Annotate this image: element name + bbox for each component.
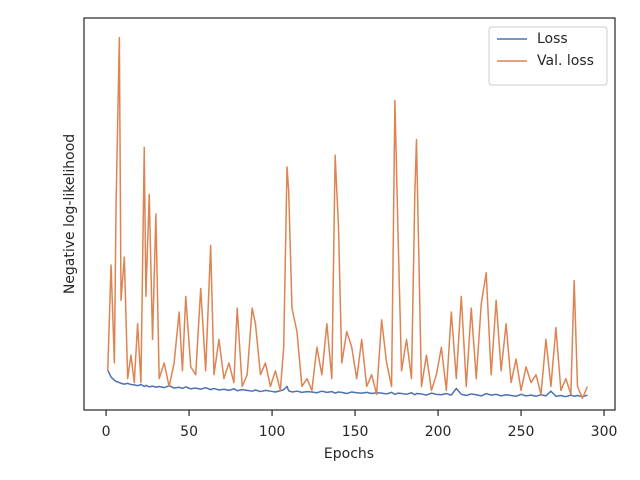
y-axis-label: Negative log-likelihood [62, 134, 78, 294]
x-tick-label: 0 [102, 424, 111, 440]
x-tick-label: 50 [180, 424, 198, 440]
x-tick-label: 150 [342, 424, 369, 440]
plot-frame [83, 17, 616, 411]
x-tick-label: 100 [259, 424, 286, 440]
x-axis-label: Epochs [324, 446, 374, 462]
series-line [106, 36, 589, 399]
legend-label: Val. loss [537, 53, 594, 69]
legend-box [488, 26, 608, 86]
x-tick-label: 250 [508, 424, 535, 440]
x-tick-label: 200 [425, 424, 452, 440]
legend-label: Loss [537, 31, 568, 47]
x-tick-label: 300 [591, 424, 618, 440]
series-line [107, 369, 588, 398]
